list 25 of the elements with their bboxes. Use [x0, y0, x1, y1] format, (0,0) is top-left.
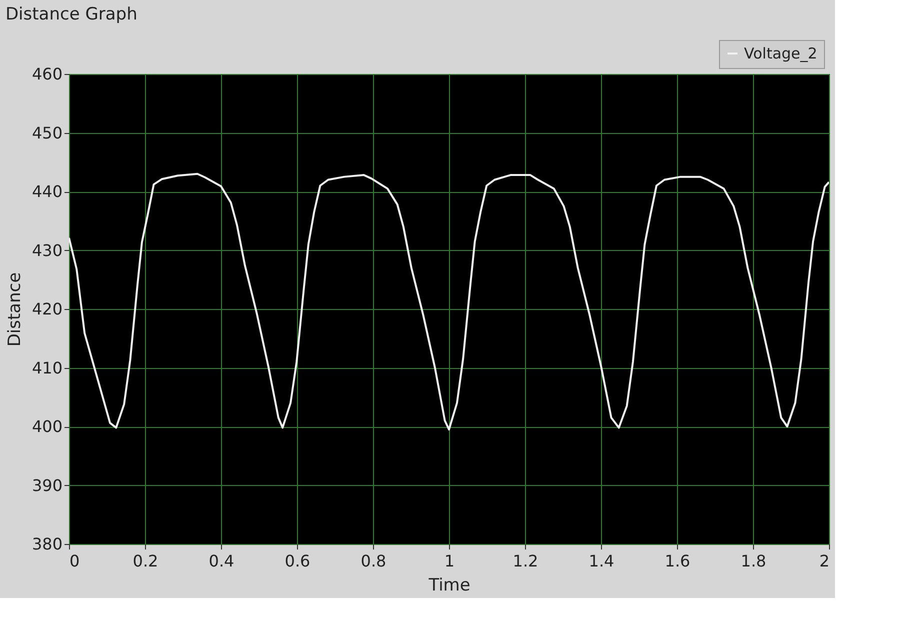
x-tick-label: 0.4: [208, 552, 234, 570]
y-tick-label: 410: [32, 358, 62, 378]
y-axis-title: Distance: [4, 272, 25, 347]
y-tick-label: 430: [32, 240, 62, 260]
x-tick-label: 0.2: [132, 552, 158, 570]
line-series: [69, 172, 829, 430]
x-tick-label: 0.8: [360, 552, 386, 570]
x-tick-label: 1.2: [512, 552, 538, 570]
x-tick-label: 1.8: [740, 552, 766, 570]
x-tick-label: 2: [819, 552, 830, 570]
y-tick-label: 460: [32, 64, 62, 84]
y-tick-label: 450: [32, 123, 62, 142]
legend-label: Voltage_2: [744, 44, 818, 62]
chart-title: Distance Graph: [5, 4, 138, 24]
x-tick-label: 1.6: [664, 552, 690, 570]
x-axis-title: Time: [428, 576, 470, 596]
x-tick-label: 1: [444, 552, 455, 570]
x-tick-label: 1.4: [588, 552, 614, 570]
y-tick-label: 440: [32, 182, 62, 201]
y-tick-label: 380: [32, 534, 62, 554]
y-tick-label: 420: [32, 300, 62, 318]
y-tick-label: 400: [32, 417, 62, 436]
x-tick-label: 0.6: [284, 552, 310, 570]
y-tick-label: 390: [32, 476, 62, 495]
x-tick-label: 0: [70, 552, 80, 570]
